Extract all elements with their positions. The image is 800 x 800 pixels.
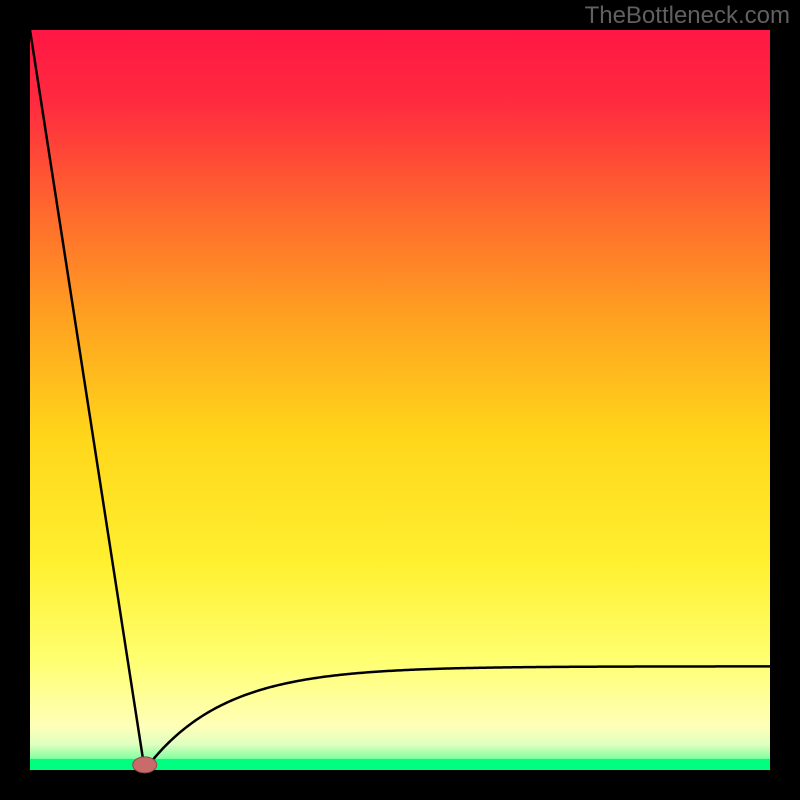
- chart-container: TheBottleneck.com: [0, 0, 800, 800]
- optimal-point-marker: [133, 757, 157, 773]
- bottleneck-chart: [0, 0, 800, 800]
- plot-background: [30, 30, 770, 770]
- watermark-text: TheBottleneck.com: [585, 2, 790, 30]
